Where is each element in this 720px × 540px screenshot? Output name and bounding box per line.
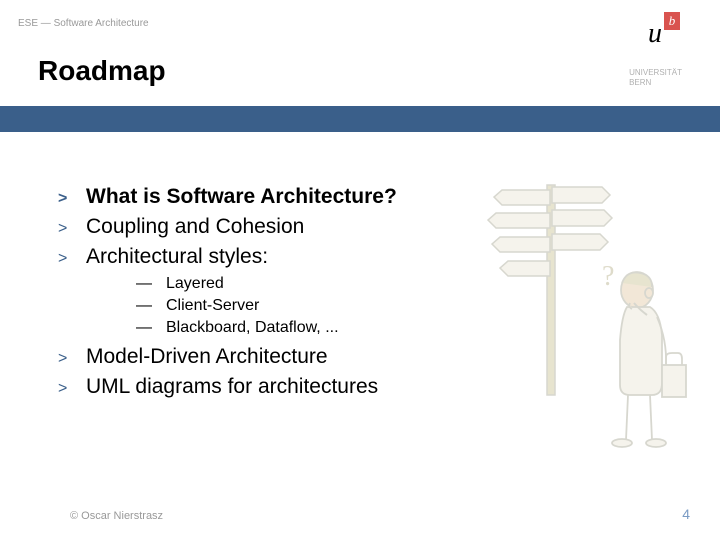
roadmap-item: > Architectural styles: bbox=[58, 245, 680, 269]
chevron-right-icon: > bbox=[58, 380, 86, 398]
roadmap-item: > What is Software Architecture? bbox=[58, 185, 680, 209]
roadmap-subitem: — Blackboard, Dataflow, ... bbox=[136, 319, 680, 337]
roadmap-subitem: — Client-Server bbox=[136, 297, 680, 315]
roadmap-content: > What is Software Architecture? > Coupl… bbox=[58, 185, 680, 405]
dash-icon: — bbox=[136, 275, 166, 293]
roadmap-item-text: Model-Driven Architecture bbox=[86, 345, 328, 369]
title-band bbox=[0, 106, 720, 132]
dash-icon: — bbox=[136, 319, 166, 337]
roadmap-subitem: — Layered bbox=[136, 275, 680, 293]
roadmap-item-text: What is Software Architecture? bbox=[86, 185, 397, 209]
dash-icon: — bbox=[136, 297, 166, 315]
roadmap-subitem-text: Layered bbox=[166, 275, 224, 293]
roadmap-item-text: UML diagrams for architectures bbox=[86, 375, 378, 399]
roadmap-subitem-text: Client-Server bbox=[166, 297, 259, 315]
logo-b-letter: b bbox=[664, 12, 680, 30]
roadmap-item-text: Architectural styles: bbox=[86, 245, 268, 269]
chevron-right-icon: > bbox=[58, 350, 86, 368]
logo-line1: UNIVERSITÄT bbox=[629, 68, 682, 78]
footer-credit: © Oscar Nierstrasz bbox=[70, 510, 163, 522]
page-title: Roadmap bbox=[38, 55, 166, 87]
chevron-right-icon: > bbox=[58, 220, 86, 238]
page-number: 4 bbox=[682, 506, 690, 522]
logo-u-letter: u bbox=[648, 18, 662, 50]
chevron-right-icon: > bbox=[58, 190, 86, 208]
roadmap-sublist: — Layered — Client-Server — Blackboard, … bbox=[136, 275, 680, 337]
roadmap-subitem-text: Blackboard, Dataflow, ... bbox=[166, 319, 339, 337]
roadmap-item-text: Coupling and Cohesion bbox=[86, 215, 304, 239]
logo-text: UNIVERSITÄT BERN bbox=[629, 68, 682, 87]
header-label: ESE — Software Architecture bbox=[18, 18, 149, 29]
chevron-right-icon: > bbox=[58, 250, 86, 268]
roadmap-item: > Model-Driven Architecture bbox=[58, 345, 680, 369]
roadmap-item: > UML diagrams for architectures bbox=[58, 375, 680, 399]
university-logo: u b UNIVERSITÄT BERN bbox=[600, 10, 700, 100]
logo-line2: BERN bbox=[629, 78, 682, 88]
roadmap-item: > Coupling and Cohesion bbox=[58, 215, 680, 239]
